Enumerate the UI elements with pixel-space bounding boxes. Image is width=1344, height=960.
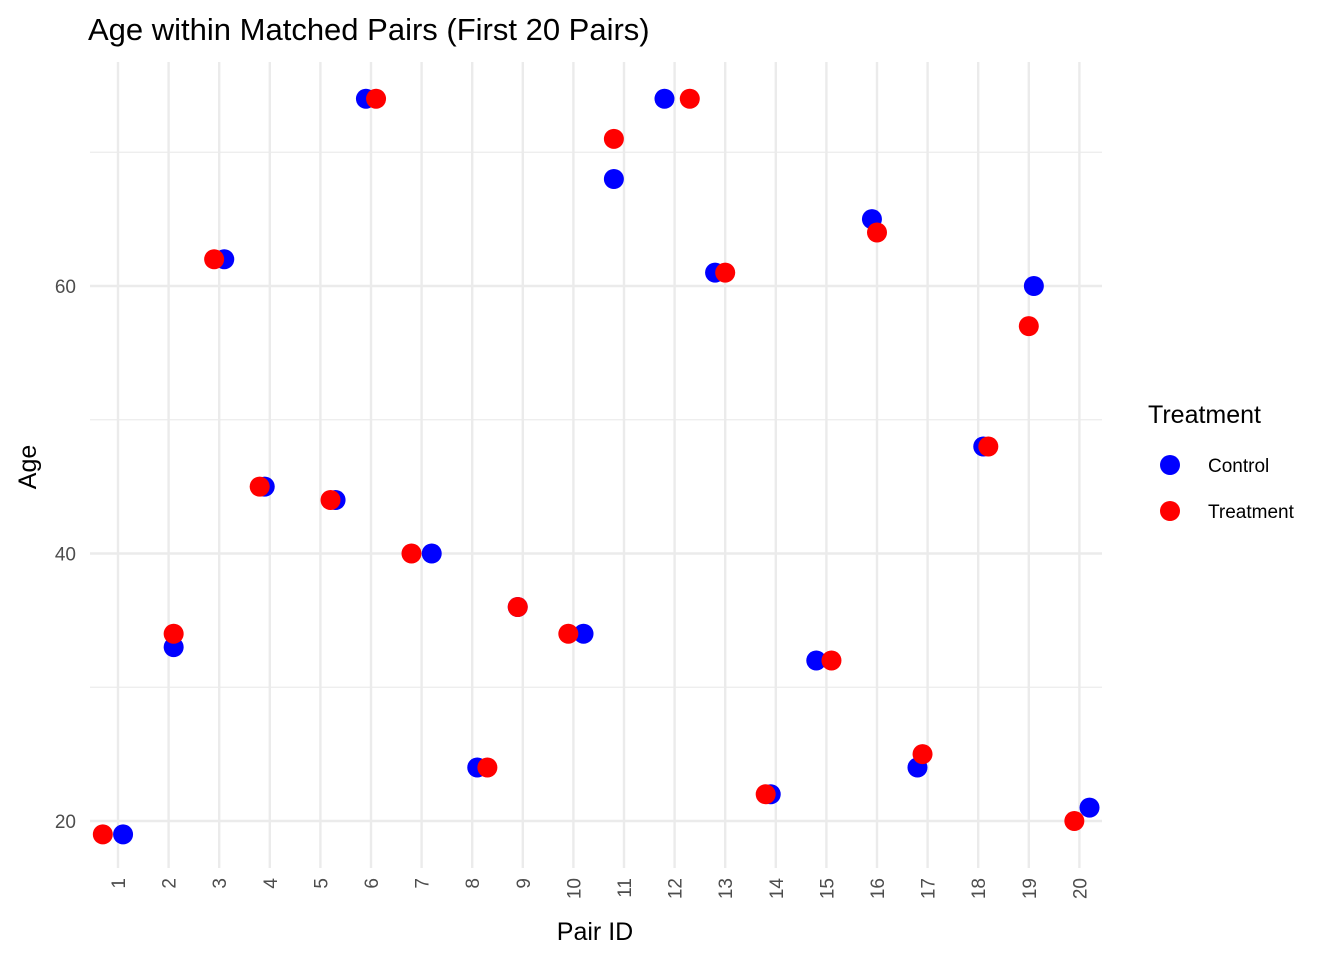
point-control <box>113 824 134 845</box>
point-control <box>1079 797 1100 818</box>
point-treatment <box>679 88 700 109</box>
x-tick-label: 2 <box>160 878 181 889</box>
point-treatment <box>1018 316 1039 337</box>
point-treatment <box>366 88 387 109</box>
point-treatment <box>204 249 225 270</box>
x-tick-label: 5 <box>311 878 332 889</box>
x-tick-label: 13 <box>716 878 737 899</box>
point-control <box>654 88 675 109</box>
y-axis-title: Age <box>14 445 42 489</box>
point-treatment <box>401 543 422 564</box>
x-axis-ticks: 1 2 3 4 5 6 7 8 9 10 11 12 13 14 15 16 17 18 19 20 <box>109 878 1091 900</box>
x-tick-label: 3 <box>210 878 231 889</box>
point-control <box>1023 276 1044 296</box>
point-treatment <box>1064 811 1085 831</box>
point-treatment <box>92 824 113 845</box>
point-treatment <box>821 650 842 671</box>
x-tick-label: 17 <box>919 878 940 899</box>
grid <box>90 62 1102 868</box>
x-tick-label: 12 <box>666 878 687 899</box>
point-control <box>573 623 594 644</box>
point-control <box>806 650 827 671</box>
x-tick-label: 4 <box>261 878 282 889</box>
point-treatment <box>320 490 341 510</box>
x-tick-label: 11 <box>615 878 636 898</box>
point-control <box>421 543 442 564</box>
point-treatment <box>912 744 933 765</box>
y-tick-label: 20 <box>55 812 76 833</box>
point-treatment <box>603 128 624 149</box>
point-treatment <box>978 436 999 457</box>
legend-label-control: Control <box>1208 456 1269 477</box>
point-treatment <box>163 623 184 644</box>
y-tick-label: 40 <box>55 545 76 566</box>
data-points <box>92 88 1100 845</box>
point-treatment <box>507 597 528 617</box>
point-treatment <box>558 623 579 644</box>
x-tick-label: 20 <box>1070 878 1091 899</box>
point-treatment <box>477 757 498 778</box>
x-tick-label: 18 <box>969 878 990 899</box>
point-treatment <box>249 476 270 497</box>
x-tick-label: 6 <box>362 878 383 889</box>
x-tick-label: 19 <box>1020 878 1041 899</box>
legend: Treatment Control Treatment <box>1148 401 1295 523</box>
x-tick-label: 1 <box>109 878 130 889</box>
x-tick-label: 15 <box>817 878 838 899</box>
y-axis-ticks: 20 40 60 <box>55 277 76 833</box>
point-treatment <box>867 222 887 243</box>
legend-label-treatment: Treatment <box>1208 502 1295 523</box>
y-tick-label: 60 <box>55 277 76 298</box>
legend-title: Treatment <box>1148 401 1261 429</box>
x-tick-label: 7 <box>413 878 434 889</box>
point-control <box>603 169 624 189</box>
x-axis-title: Pair ID <box>557 918 633 946</box>
legend-swatch-treatment <box>1160 501 1180 521</box>
x-tick-label: 8 <box>463 878 484 889</box>
chart-title: Age within Matched Pairs (First 20 Pairs… <box>88 12 650 47</box>
x-tick-label: 14 <box>767 878 788 900</box>
point-treatment <box>715 262 736 283</box>
x-tick-label: 16 <box>868 878 889 899</box>
x-tick-label: 9 <box>514 878 535 889</box>
legend-swatch-control <box>1160 455 1180 475</box>
point-treatment <box>755 784 776 805</box>
x-tick-label: 10 <box>564 878 585 899</box>
